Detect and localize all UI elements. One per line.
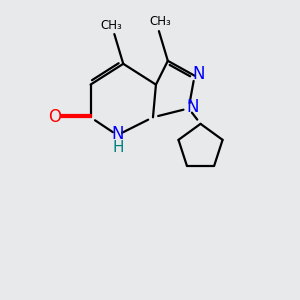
Text: N: N — [193, 65, 205, 83]
Text: N: N — [187, 98, 199, 116]
Text: H: H — [112, 140, 124, 155]
Text: N: N — [111, 125, 124, 143]
Text: CH₃: CH₃ — [100, 19, 122, 32]
Text: O: O — [48, 108, 61, 126]
Text: CH₃: CH₃ — [149, 15, 171, 28]
